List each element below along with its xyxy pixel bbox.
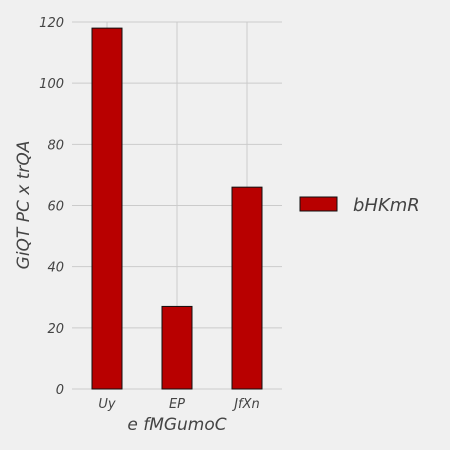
bar-JfXn [231,186,263,390]
bars [91,27,263,390]
bar-EP [161,305,193,390]
y-tick-label: 0 [56,383,64,398]
y-tick-label: 80 [47,138,64,153]
y-tick-label: 40 [47,261,64,276]
y-tick-labels: 0 20 40 60 80 100 120 [39,16,64,398]
legend-label-bHKmR: bHKmR [353,195,420,216]
x-tick-label: EP [169,397,185,412]
legend-swatch-bHKmR [299,196,338,212]
y-tick-label: 120 [39,16,64,31]
x-tick-label: JfXn [231,397,260,412]
x-tick-label: Uy [98,397,116,412]
y-tick-label: 20 [47,322,64,337]
legend: bHKmR [299,195,420,216]
y-tick-label: 60 [47,200,64,215]
y-tick-label: 100 [39,77,64,92]
y-axis-title: GiQT PC x trQA [14,141,34,270]
x-tick-labels: Uy EP JfXn [98,397,259,412]
x-axis-title: e fMGumoC [127,415,226,435]
bar-Uy [91,27,123,390]
